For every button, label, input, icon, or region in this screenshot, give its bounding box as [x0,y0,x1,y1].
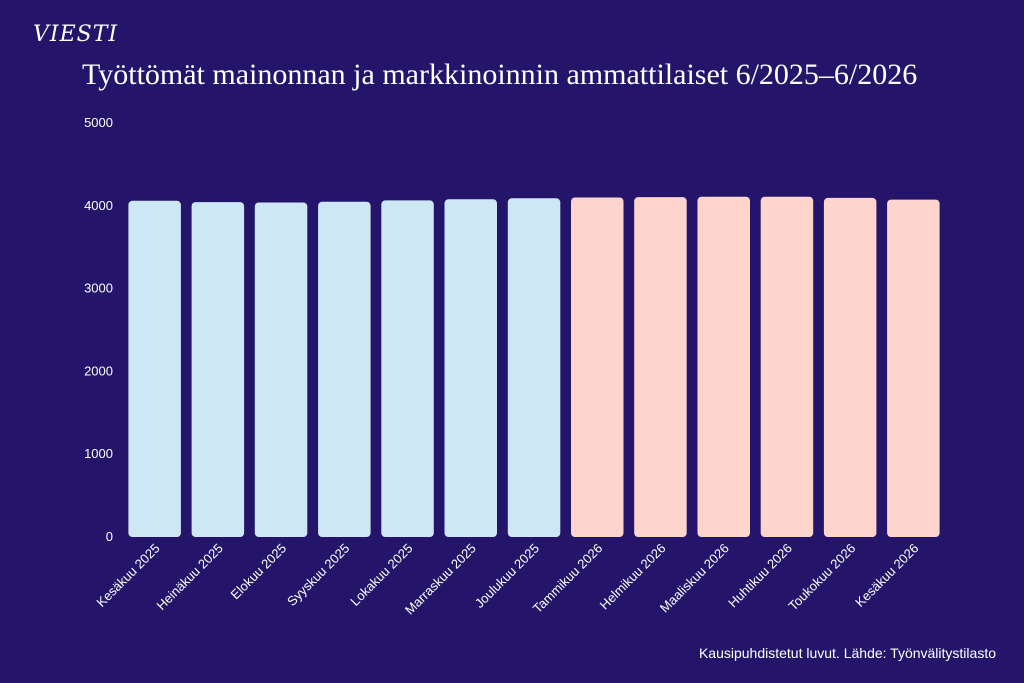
bar [697,196,750,537]
y-tick-label: 0 [106,529,113,544]
source-note: Kausipuhdistetut luvut. Lähde: Työnvälit… [698,645,996,661]
x-tick-label: Kesäkuu 2026 [852,541,921,610]
bar [381,200,434,537]
y-tick-label: 3000 [84,281,113,296]
bar [887,199,940,537]
x-tick-label: Syyskuu 2025 [284,541,352,609]
y-tick-label: 1000 [84,446,113,461]
bar [128,200,181,538]
bar [254,202,308,537]
y-tick-label: 5000 [84,115,113,130]
brand-logo: VIESTI [33,22,119,47]
bar [760,196,814,537]
x-tick-label: Kesäkuu 2025 [93,541,162,610]
x-tick-label: Joulukuu 2025 [472,541,542,611]
bar [823,197,877,537]
x-tick-label: Helmikuu 2026 [597,541,669,613]
bar [571,197,624,537]
x-tick-label: Elokuu 2025 [228,541,290,603]
chart-title: Työttömät mainonnan ja markkinoinnin amm… [82,58,918,91]
y-tick-label: 4000 [84,198,113,213]
bar [191,202,245,537]
bar [318,201,371,537]
x-tick-label: Huhtikuu 2026 [725,541,795,611]
y-tick-label: 2000 [84,363,113,378]
bar [444,199,497,537]
bar [634,197,687,537]
bar [507,198,561,538]
x-tick-label: Maaliskuu 2026 [657,541,732,616]
x-tick-label: Lokakuu 2025 [347,541,415,609]
x-tick-label: Heinäkuu 2025 [153,541,225,613]
x-tick-label: Toukokuu 2026 [785,541,858,614]
